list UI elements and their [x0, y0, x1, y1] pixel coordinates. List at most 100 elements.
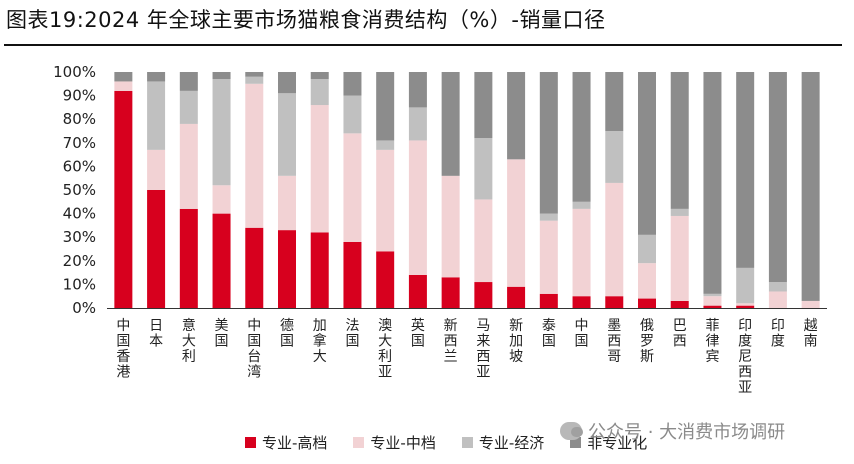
x-category-label: 新西兰 — [444, 318, 458, 365]
bar-segment-1 — [670, 300, 689, 308]
bar-segment-4 — [670, 72, 689, 209]
y-tick-label: 80% — [63, 110, 96, 128]
legend: 专业-高档 专业-中档 专业-经济 非专业化 — [245, 432, 647, 453]
bar-segment-2 — [801, 300, 820, 308]
bar-segment-2 — [474, 199, 493, 283]
bar-segment-4 — [474, 72, 493, 139]
bar-segment-1 — [343, 241, 362, 308]
bar-segment-4 — [572, 72, 591, 202]
bar-segment-1 — [539, 293, 558, 308]
bar-segment-2 — [343, 133, 362, 242]
bar-segment-3 — [376, 140, 395, 150]
bar-segment-2 — [147, 149, 166, 190]
bar-segment-2 — [278, 175, 296, 231]
bar-segment-4 — [147, 72, 166, 82]
y-tick-label: 100% — [53, 63, 96, 81]
bar-segment-1 — [605, 296, 624, 308]
legend-label: 专业-经济 — [478, 434, 545, 452]
bar-segment-4 — [801, 72, 820, 301]
x-category-label: 泰国 — [542, 318, 556, 350]
bar-segment-2 — [572, 208, 591, 297]
y-tick-label: 0% — [72, 299, 96, 317]
x-category-label: 加拿大 — [313, 318, 327, 365]
y-tick-label: 90% — [63, 87, 96, 105]
bar-segment-4 — [408, 72, 427, 108]
bar-segment-3 — [343, 95, 362, 134]
bar-segment-4 — [736, 72, 755, 268]
bar-segment-4 — [343, 72, 362, 96]
bar-segment-1 — [408, 274, 427, 308]
x-category-label: 意大利 — [182, 317, 196, 365]
watermark-text: 公众号 · 大消费市场调研 — [588, 422, 786, 443]
x-category-label: 墨西哥 — [607, 318, 621, 365]
x-category-label: 俄罗斯 — [640, 318, 654, 365]
x-category-label: 新加坡 — [509, 318, 523, 365]
legend-label: 非专业化 — [587, 434, 648, 452]
bar-segment-2 — [408, 140, 427, 275]
bar-segment-4 — [376, 72, 395, 141]
bar-segment-2 — [605, 182, 624, 297]
bar-segment-3 — [212, 79, 231, 186]
bar-segment-1 — [638, 298, 656, 308]
x-category-label: 日本 — [149, 318, 163, 350]
bar-segment-1 — [736, 305, 755, 308]
bar-segment-2 — [539, 220, 558, 294]
bar-segment-3 — [245, 76, 264, 84]
y-tick-label: 40% — [63, 205, 96, 223]
bar-segment-3 — [605, 131, 624, 183]
bar-segment-2 — [670, 215, 689, 301]
x-category-label: 德国 — [280, 318, 294, 350]
bar-segment-2 — [212, 185, 231, 214]
chart-title: 图表19:2024 年全球主要市场猫粮食消费结构（%）-销量口径 — [6, 8, 606, 32]
bar-segment-4 — [441, 72, 460, 176]
x-category-label: 印度尼西亚 — [738, 318, 752, 396]
bar-segment-3 — [147, 81, 166, 150]
x-category-label: 中国台湾 — [247, 318, 261, 381]
x-category-label: 中国香港 — [116, 318, 130, 381]
bar-segment-2 — [507, 159, 526, 287]
bar-segment-1 — [278, 230, 296, 308]
bar-segment-4 — [114, 72, 133, 82]
bar-segment-4 — [605, 72, 624, 131]
bar-segment-1 — [310, 232, 329, 308]
bar-segment-4 — [539, 72, 558, 214]
bar-segment-1 — [703, 305, 722, 308]
legend-item-nonpro: 非专业化 — [570, 432, 647, 453]
y-tick-label: 50% — [63, 181, 96, 199]
bar-segment-1 — [245, 227, 264, 308]
legend-item-economy: 专业-经济 — [461, 432, 545, 453]
bar-segment-2 — [310, 105, 329, 233]
bar-segment-2 — [114, 81, 133, 91]
bar-segment-3 — [408, 107, 427, 141]
x-category-label: 印度 — [771, 318, 785, 350]
bar-segment-1 — [474, 282, 493, 308]
y-tick-label: 70% — [63, 134, 96, 152]
bar-segment-1 — [147, 190, 166, 308]
bar-segment-1 — [376, 251, 395, 308]
title-underline — [4, 44, 842, 46]
bar-segment-3 — [310, 79, 329, 106]
bar-segment-3 — [474, 138, 493, 200]
y-tick-label: 20% — [63, 252, 96, 270]
legend-swatch — [570, 437, 582, 448]
x-category-label: 马来西亚 — [476, 318, 490, 381]
legend-swatch — [245, 437, 256, 448]
legend-item-mid: 专业-中档 — [353, 432, 436, 453]
bar-segment-3 — [670, 208, 689, 216]
bar-segment-4 — [638, 72, 656, 235]
bar-segment-2 — [736, 303, 755, 306]
legend-label: 专业-高档 — [262, 434, 328, 452]
x-category-label: 巴西 — [673, 318, 687, 350]
bar-segment-1 — [179, 208, 198, 308]
y-tick-label: 60% — [63, 157, 96, 175]
bar-segment-4 — [703, 72, 722, 294]
bar-segment-2 — [179, 123, 198, 209]
bar-segment-2 — [441, 175, 460, 278]
bar-segment-4 — [310, 72, 329, 80]
wechat-icon — [560, 422, 583, 440]
bar-segment-4 — [507, 72, 526, 160]
bar-segment-4 — [212, 72, 231, 80]
bar-segment-4 — [179, 72, 198, 91]
legend-label: 专业-中档 — [370, 434, 436, 452]
